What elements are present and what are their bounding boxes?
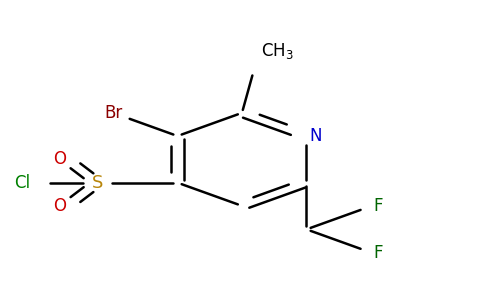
Text: Br: Br (104, 104, 122, 122)
Text: F: F (373, 197, 383, 215)
Text: F: F (373, 244, 383, 262)
Text: O: O (53, 150, 66, 168)
Circle shape (365, 247, 382, 258)
Text: S: S (92, 174, 103, 192)
Circle shape (17, 174, 44, 191)
Text: Cl: Cl (14, 174, 30, 192)
Circle shape (299, 130, 318, 142)
Text: O: O (53, 197, 66, 215)
Circle shape (57, 153, 76, 165)
Circle shape (243, 50, 280, 72)
Circle shape (99, 104, 127, 122)
Circle shape (365, 201, 382, 212)
Text: CH$_3$: CH$_3$ (261, 41, 294, 61)
Text: N: N (309, 127, 321, 145)
Circle shape (57, 200, 76, 212)
Circle shape (86, 175, 110, 190)
